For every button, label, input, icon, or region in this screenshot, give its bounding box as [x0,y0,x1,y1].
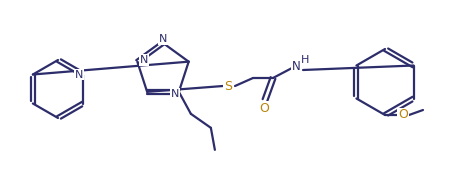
Text: O: O [259,101,269,114]
Text: S: S [224,80,232,93]
Text: H: H [301,55,309,65]
Text: N: N [159,34,167,44]
Text: N: N [140,55,149,65]
Text: O: O [398,109,408,122]
Text: N: N [171,89,179,99]
Text: N: N [292,59,300,72]
Text: N: N [75,69,83,80]
